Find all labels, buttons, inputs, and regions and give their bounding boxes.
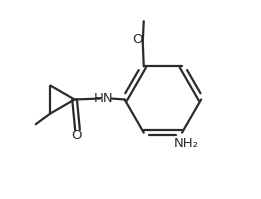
Text: NH₂: NH₂ xyxy=(173,137,198,150)
Text: HN: HN xyxy=(94,92,114,105)
Text: O: O xyxy=(71,129,82,142)
Text: O: O xyxy=(132,33,143,46)
